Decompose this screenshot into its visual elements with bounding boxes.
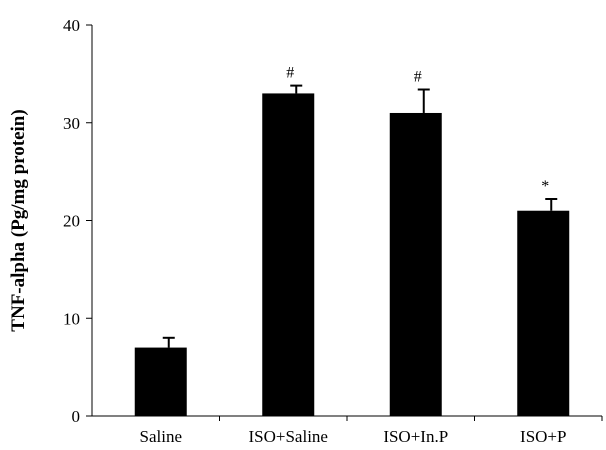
significance-marker: # [286, 65, 294, 82]
x-tick-label: Saline [140, 427, 183, 446]
y-ticks: 0 10 20 30 40 [63, 16, 92, 426]
y-axis-label: TNF-alpha (Pg/mg protein) [8, 109, 29, 331]
y-tick-label: 0 [72, 407, 81, 426]
x-tick-label: ISO+In.P [383, 427, 448, 446]
bars: # # * [134, 65, 570, 417]
bar [389, 112, 442, 416]
x-tick-label: ISO+Saline [249, 427, 328, 446]
y-tick-label: 10 [63, 309, 80, 328]
bar [262, 93, 315, 417]
y-tick-label: 20 [63, 212, 80, 231]
bar [517, 210, 570, 416]
y-tick-label: 30 [63, 114, 80, 133]
x-tick-labels: Saline ISO+Saline ISO+In.P ISO+P [140, 416, 603, 446]
significance-marker: # [414, 69, 422, 86]
bar [134, 347, 187, 416]
y-tick-label: 40 [63, 16, 80, 35]
significance-marker: * [541, 178, 549, 195]
x-tick-label: ISO+P [520, 427, 566, 446]
